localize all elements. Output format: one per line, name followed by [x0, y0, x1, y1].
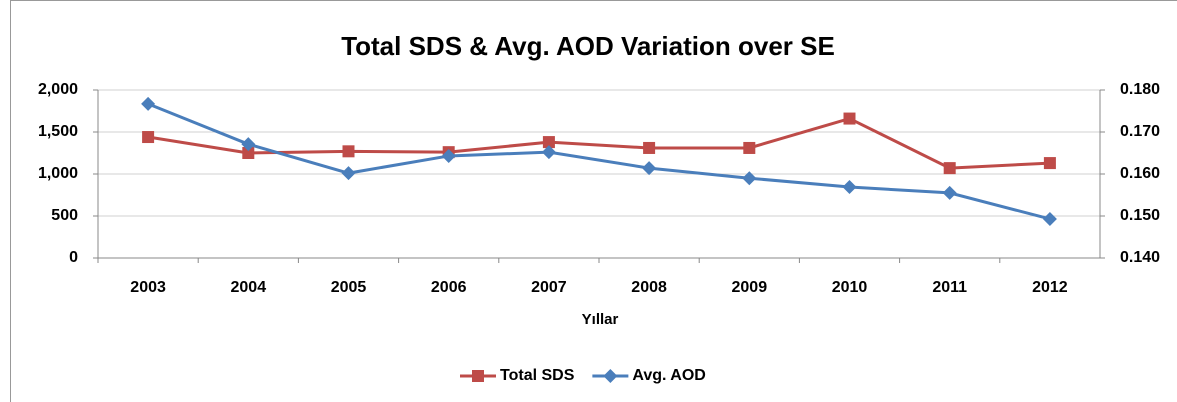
y-tick-label: 2,000: [38, 81, 78, 98]
point: [643, 141, 656, 154]
y2-tick-label: 0.160: [1120, 165, 1160, 182]
x-axis-title: Yıllar: [582, 311, 619, 328]
point: [441, 148, 456, 163]
x-tick-label: 2010: [832, 279, 868, 296]
chart-frame: [10, 0, 1177, 402]
y2-tick-label: 0.180: [1120, 81, 1160, 98]
point: [142, 131, 155, 144]
y-tick-label: 500: [51, 207, 78, 224]
point: [942, 185, 957, 200]
point: [843, 112, 856, 125]
point: [842, 180, 857, 195]
point: [242, 147, 255, 159]
point: [642, 161, 657, 176]
x-tick-label: 2006: [431, 279, 467, 296]
x-tick-label: 2007: [531, 279, 567, 296]
y2-tick-label: 0.150: [1120, 207, 1160, 224]
point: [1042, 211, 1057, 226]
x-tick-label: 2004: [231, 279, 267, 296]
point: [743, 141, 756, 154]
point: [141, 96, 156, 111]
y-tick-label: 0: [69, 249, 78, 266]
point: [241, 137, 256, 152]
x-tick-label: 2008: [631, 279, 667, 296]
legend-marker: [603, 369, 618, 383]
x-tick-label: 2003: [130, 279, 166, 296]
point: [1043, 157, 1056, 170]
y-tick-label: 1,000: [38, 165, 78, 182]
x-tick-label: 2011: [932, 279, 967, 296]
point: [342, 145, 355, 158]
series-line: [147, 102, 1051, 221]
point: [742, 171, 757, 186]
point: [341, 166, 356, 181]
y2-tick-label: 0.140: [1120, 249, 1160, 266]
x-tick-label: 2009: [732, 279, 768, 296]
point: [943, 162, 956, 175]
point: [541, 145, 556, 160]
x-tick-label: 2005: [331, 279, 367, 296]
legend-label: Avg. AOD: [632, 367, 705, 384]
y-tick-label: 1,500: [38, 123, 78, 140]
series-line: [147, 116, 1050, 170]
point: [542, 136, 555, 149]
x-tick-label: 2012: [1032, 279, 1068, 296]
y2-tick-label: 0.170: [1120, 123, 1160, 140]
legend-marker: [472, 370, 484, 382]
legend-label: Total SDS: [500, 367, 575, 384]
chart-title: Total SDS & Avg. AOD Variation over SE: [341, 31, 835, 61]
